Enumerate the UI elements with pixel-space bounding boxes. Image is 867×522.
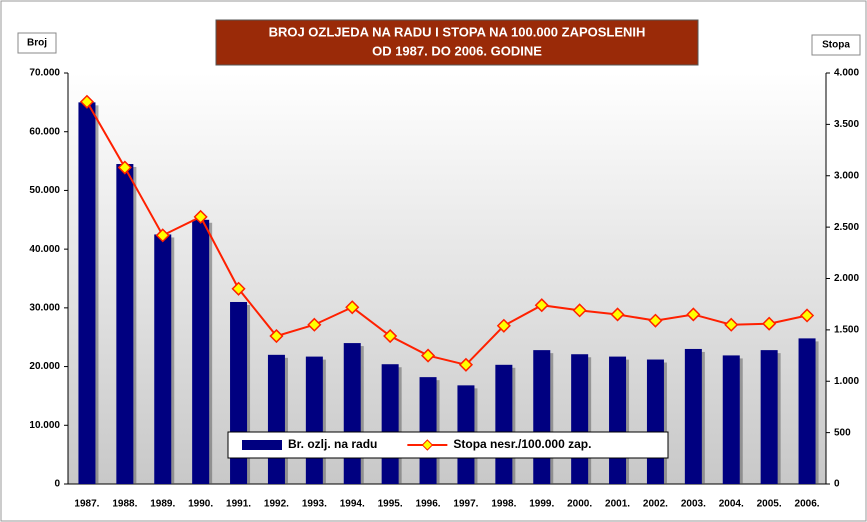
y-tick-label: 10.000 bbox=[29, 420, 60, 431]
y2-tick-label: 2.000 bbox=[834, 273, 859, 284]
x-tick-label: 1989. bbox=[150, 499, 175, 510]
marker bbox=[155, 228, 170, 243]
x-tick-label: 1991. bbox=[226, 499, 251, 510]
y-tick-label: 50.000 bbox=[29, 185, 60, 196]
x-tick-label: 1999. bbox=[529, 499, 554, 510]
marker bbox=[799, 308, 815, 323]
marker bbox=[307, 317, 322, 332]
y-axis-label: Broj bbox=[27, 38, 47, 49]
bar bbox=[684, 348, 702, 484]
bar bbox=[78, 102, 96, 484]
marker bbox=[420, 348, 436, 363]
y2-tick-label: 500 bbox=[834, 427, 851, 438]
title-box bbox=[215, 19, 699, 66]
legend-label: Stopa nesr./100.000 zap. bbox=[453, 437, 591, 451]
marker bbox=[534, 298, 549, 313]
x-tick-label: 2003. bbox=[681, 499, 706, 510]
marker bbox=[345, 300, 360, 315]
bar bbox=[646, 359, 664, 484]
bar bbox=[722, 355, 740, 484]
x-tick-label: 1990. bbox=[188, 499, 213, 510]
marker bbox=[686, 307, 701, 322]
x-tick-label: 1995. bbox=[378, 499, 403, 510]
bar bbox=[267, 354, 285, 484]
legend-swatch bbox=[242, 440, 282, 450]
bar bbox=[343, 343, 361, 484]
y-tick-label: 40.000 bbox=[29, 244, 60, 255]
marker bbox=[610, 307, 625, 322]
x-tick-label: 1998. bbox=[491, 499, 516, 510]
bar bbox=[495, 364, 513, 484]
chart-title: BROJ OZLJEDA NA RADU I STOPA NA 100.000 … bbox=[269, 24, 646, 39]
chart-subtitle: OD 1987. DO 2006. GODINE bbox=[372, 43, 542, 58]
legend-marker bbox=[421, 439, 434, 451]
bar bbox=[381, 364, 399, 484]
marker bbox=[762, 316, 777, 331]
bar bbox=[305, 356, 323, 484]
marker bbox=[458, 357, 474, 372]
x-tick-label: 2001. bbox=[605, 499, 630, 510]
x-tick-label: 1993. bbox=[302, 499, 327, 510]
x-tick-label: 2006. bbox=[795, 499, 820, 510]
x-tick-label: 2005. bbox=[757, 499, 782, 510]
marker bbox=[193, 209, 208, 224]
marker bbox=[269, 328, 284, 344]
x-tick-label: 1994. bbox=[340, 499, 365, 510]
y2-tick-label: 3.500 bbox=[834, 119, 859, 130]
marker bbox=[572, 303, 587, 318]
y-tick-label: 20.000 bbox=[29, 361, 60, 372]
y2-tick-label: 0 bbox=[834, 479, 840, 490]
line bbox=[86, 101, 808, 366]
bar bbox=[609, 356, 627, 484]
y2-tick-label: 1.000 bbox=[834, 376, 859, 387]
marker bbox=[496, 318, 511, 333]
y-tick-label: 30.000 bbox=[29, 302, 60, 313]
x-tick-label: 2004. bbox=[719, 499, 744, 510]
legend-label: Br. ozlj. na radu bbox=[288, 437, 377, 451]
x-tick-label: 1996. bbox=[416, 499, 441, 510]
marker bbox=[383, 328, 398, 344]
bar bbox=[154, 234, 172, 484]
x-tick-label: 1997. bbox=[453, 499, 478, 510]
x-tick-label: 1988. bbox=[112, 499, 137, 510]
marker bbox=[231, 281, 246, 296]
bar bbox=[116, 164, 134, 484]
bar bbox=[760, 350, 778, 484]
plot-area bbox=[68, 73, 826, 484]
y2-axis-label: Stopa bbox=[822, 40, 850, 51]
y2-tick-label: 1.500 bbox=[834, 325, 859, 336]
y-tick-label: 0 bbox=[54, 479, 60, 490]
y2-tick-label: 2.500 bbox=[834, 222, 859, 233]
x-tick-label: 1987. bbox=[74, 499, 99, 510]
y2-tick-label: 4.000 bbox=[834, 68, 859, 79]
y2-tick-label: 3.000 bbox=[834, 170, 859, 181]
x-tick-label: 2000. bbox=[567, 499, 592, 510]
y-tick-label: 70.000 bbox=[29, 68, 60, 79]
y-label-box bbox=[17, 32, 57, 54]
y-tick-label: 60.000 bbox=[29, 126, 60, 137]
bar bbox=[192, 219, 210, 485]
bar bbox=[571, 354, 589, 484]
marker bbox=[724, 317, 739, 332]
marker bbox=[117, 160, 132, 175]
x-tick-label: 1992. bbox=[264, 499, 289, 510]
bar bbox=[533, 350, 551, 484]
y2-label-box bbox=[811, 34, 861, 56]
bar bbox=[798, 338, 816, 484]
marker bbox=[79, 94, 95, 109]
x-tick-label: 2002. bbox=[643, 499, 668, 510]
bar bbox=[419, 377, 437, 484]
marker bbox=[648, 313, 663, 328]
legend-box bbox=[227, 431, 669, 459]
